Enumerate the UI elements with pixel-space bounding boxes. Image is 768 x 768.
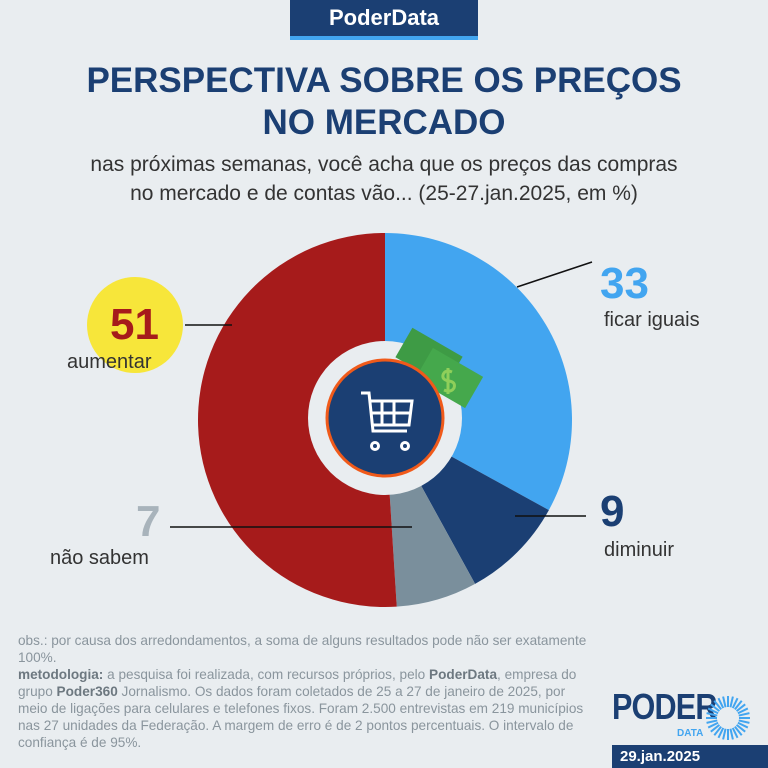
sunburst-ray [722, 696, 727, 708]
value-label-aumentar: 51 [110, 300, 159, 349]
category-label-aumentar: aumentar [67, 351, 152, 373]
sunburst-ray [738, 719, 750, 724]
category-label-nao-sabem: não sabem [50, 547, 149, 569]
sunburst-ray [717, 697, 725, 709]
brand-header: PoderData [290, 0, 478, 40]
chart-title: PERSPECTIVA SOBRE OS PREÇOS NO MERCADO [86, 61, 682, 142]
leader-line-ficar-iguais [516, 261, 593, 288]
poderdata-logo: PODER [612, 686, 717, 727]
highlight-circle [87, 277, 183, 373]
value-label-diminuir: 9 [600, 487, 625, 536]
sunburst-ray [710, 703, 721, 712]
sunburst-ray [735, 724, 746, 733]
category-label-ficar-iguais: ficar iguais [604, 309, 700, 331]
methodology-bold: PoderData [429, 667, 498, 682]
center-circle [325, 358, 445, 478]
sunburst-ray [729, 696, 734, 708]
methodology-label: metodologia: [18, 667, 104, 682]
value-label-nao-sabem: 7 [136, 497, 161, 546]
methodology-text: , empresa do grupo [18, 667, 577, 699]
poderdata-logo-sub: DATA [677, 728, 704, 739]
category-label-diminuir: diminuir [604, 539, 675, 561]
sunburst-ray [734, 700, 743, 711]
sunburst-ray [722, 728, 727, 740]
money-icon [395, 327, 484, 409]
sunburst-ray [706, 712, 718, 717]
sunburst-ray [734, 725, 743, 736]
sunburst-ray [735, 703, 746, 712]
sunburst-ray [713, 700, 722, 711]
methodology-text: Jornalismo. Os dados foram coletados de … [18, 684, 584, 750]
sunburst-ray [707, 707, 719, 715]
sunburst-ray [731, 697, 739, 709]
chart-subtitle: nas próximas semanas, você acha que os p… [90, 153, 678, 205]
sunburst-ray [710, 724, 721, 733]
sunburst-ray [729, 728, 734, 740]
sunburst-ray [713, 725, 722, 736]
footnotes: obs.: por causa dos arredondamentos, a s… [18, 632, 598, 751]
publication-date: 29.jan.2025 [612, 745, 768, 768]
sunburst-ray [706, 719, 718, 724]
sunburst-ray [731, 727, 739, 739]
sunburst-logo-icon [706, 696, 750, 740]
pie-slice-aumentar [197, 233, 397, 608]
sunburst-ray [737, 721, 749, 729]
value-label-ficar-iguais: 33 [600, 259, 649, 308]
sunburst-ray [737, 707, 749, 715]
shopping-cart-icon [361, 391, 414, 451]
methodology-text: a pesquisa foi realizada, com recursos p… [103, 667, 430, 682]
sunburst-ray [707, 721, 719, 729]
obs-note: obs.: por causa dos arredondamentos, a s… [18, 633, 587, 665]
sunburst-ray [738, 712, 750, 717]
methodology-bold: Poder360 [56, 684, 118, 699]
sunburst-ray [717, 727, 725, 739]
methodology-note: metodologia: a pesquisa foi realizada, c… [18, 666, 598, 751]
